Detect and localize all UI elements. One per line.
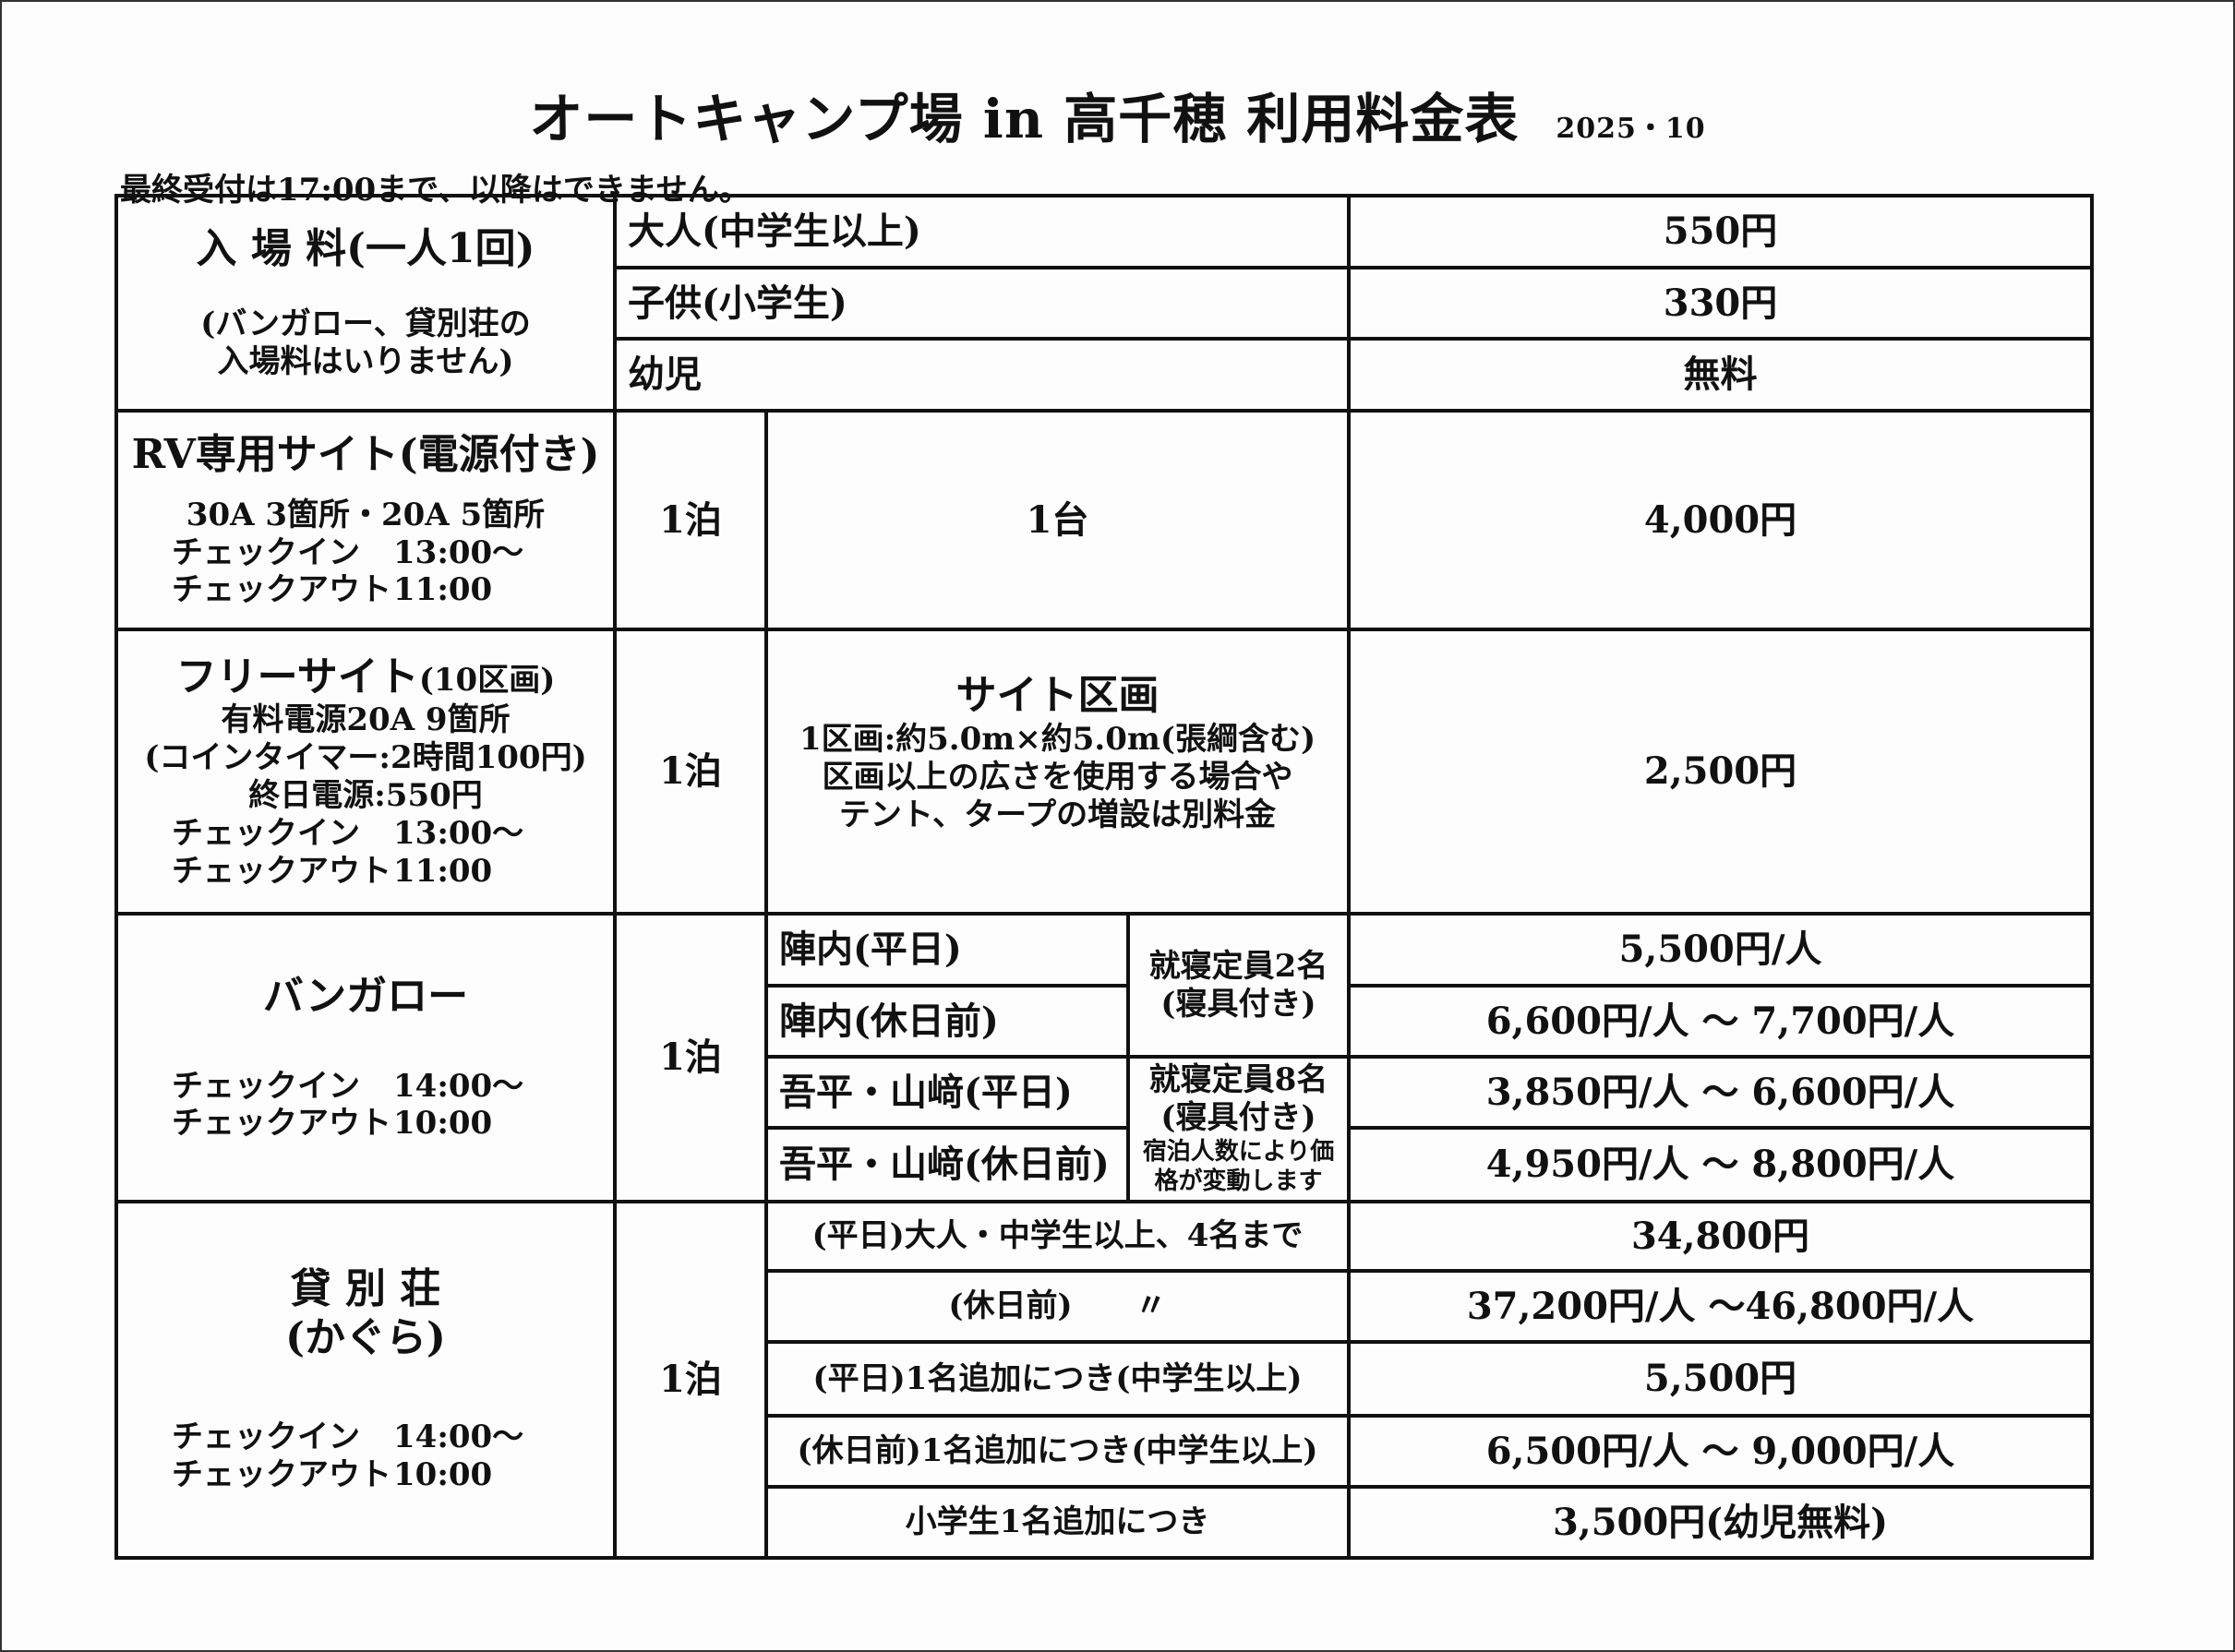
- free-site-header: フリーサイト(10区画) 有料電源20A 9箇所 (コインタイマー:2時間100…: [114, 628, 617, 916]
- entry-infant-price: 無料: [1347, 337, 2095, 413]
- free-checkout-label: チェックアウト: [172, 852, 391, 890]
- free-price: 2,500円: [1347, 628, 2095, 916]
- villa-price: 5,500円: [1347, 1340, 2095, 1418]
- table-row: 小学生1名追加につき 3,500円(幼児無料): [116, 1485, 2095, 1560]
- free-nights: 1泊: [613, 628, 768, 916]
- bungalow-capacity-2: 就寝定員2名 (寝具付き): [1125, 912, 1352, 1059]
- table-row: バンガロー チェックイン 14:00〜 チェックアウト10:00 1泊 陣内(平日…: [114, 912, 2095, 1203]
- table-row: 陣内(休日前) 6,600円/人 〜 7,700円/人: [116, 984, 2095, 1059]
- bungalow-header: バンガロー チェックイン 14:00〜 チェックアウト10:00: [114, 912, 617, 1203]
- villa-price: 3,500円(幼児無料): [1347, 1485, 2095, 1560]
- table-row: (休日前) 〃 37,200円/人 〜46,800円/人: [116, 1269, 2095, 1344]
- bungalow-label: バンガロー: [262, 972, 469, 1020]
- table-row: (休日前)1名追加につき(中学生以上) 6,500円/人 〜 9,000円/人: [116, 1414, 2095, 1489]
- capacity-text: 就寝定員2名: [1148, 947, 1328, 985]
- villa-label: 貸 別 荘: [290, 1265, 441, 1313]
- table-row: RV専用サイト(電源付き) 30A 3箇所・20A 5箇所 チェックイン 13:0…: [114, 409, 2095, 631]
- villa-checkout-label: チェックアウト: [172, 1455, 391, 1493]
- free-checkout: 11:00: [393, 852, 493, 890]
- entry-child-price: 330円: [1347, 266, 2095, 341]
- rv-nights: 1泊: [613, 409, 768, 631]
- entry-sub1: (バンガロー、貸別荘の: [200, 305, 531, 343]
- table-row: 入 場 料(一人1回) (バンガロー、貸別荘の 入場料はいりません) 大人(中学…: [114, 194, 2095, 413]
- bungalow-capacity-8: 就寝定員8名 (寝具付き) 宿泊人数により価 格が変動します: [1125, 1055, 1352, 1203]
- free-site-size: 1区画:約5.0m×約5.0m(張綱含む): [799, 721, 1316, 759]
- page-title: オートキャンプ場 in 高千穂 利用料金表 2025・10: [0, 76, 2235, 153]
- rv-checkin: 13:00〜: [393, 533, 524, 571]
- bungalow-price: 6,600円/人 〜 7,700円/人: [1347, 984, 2095, 1059]
- bungalow-nights: 1泊: [613, 912, 768, 1203]
- entry-infant-label: 幼児: [612, 337, 1352, 413]
- free-site-title: サイト区画: [955, 672, 1160, 720]
- table-row: 貸 別 荘 (かぐら) チェックイン 14:00〜 チェックアウト10:00 1泊…: [114, 1200, 2095, 1560]
- entry-sub2: 入場料はいりません): [217, 342, 514, 380]
- villa-price: 6,500円/人 〜 9,000円/人: [1347, 1414, 2095, 1489]
- free-power: 有料電源20A 9箇所: [221, 701, 511, 739]
- free-site-description: サイト区画 1区画:約5.0m×約5.0m(張綱含む) 区画以上の広さを使用する…: [763, 628, 1352, 916]
- villa-plan: (休日前)1名追加につき(中学生以上): [763, 1414, 1352, 1489]
- villa-checkin-label: チェックイン: [172, 1419, 360, 1455]
- villa-checkin: 14:00〜: [393, 1419, 524, 1455]
- rv-site-header: RV専用サイト(電源付き) 30A 3箇所・20A 5箇所 チェックイン 13:0…: [114, 409, 617, 631]
- rv-checkout: 11:00: [393, 571, 493, 609]
- price-table: 入 場 料(一人1回) (バンガロー、貸別荘の 入場料はいりません) 大人(中学…: [114, 194, 2095, 1560]
- bungalow-price: 3,850円/人 〜 6,600円/人: [1347, 1055, 2095, 1130]
- bungalow-checkin-label: チェックイン: [172, 1067, 360, 1105]
- villa-price: 34,800円: [1347, 1200, 2095, 1273]
- bungalow-name: 陣内(休日前): [764, 984, 1130, 1059]
- revision-date: 2025・10: [1556, 113, 1706, 145]
- table-row: (平日)1名追加につき(中学生以上) 5,500円: [116, 1340, 2095, 1418]
- free-label-sub: (10区画): [418, 661, 556, 699]
- rv-checkout-label: チェックアウト: [172, 571, 391, 609]
- bungalow-checkout-label: チェックアウト: [172, 1105, 391, 1143]
- entry-adult-price: 550円: [1347, 194, 2095, 269]
- bungalow-price: 5,500円/人: [1347, 912, 2095, 988]
- price-varies-text: 格が変動します: [1154, 1167, 1323, 1196]
- free-checkin-label: チェックイン: [172, 814, 360, 852]
- bedding-text: (寝具付き): [1160, 985, 1316, 1023]
- free-label: フリーサイト: [175, 652, 419, 700]
- free-checkin: 13:00〜: [393, 814, 524, 852]
- table-row: フリーサイト(10区画) 有料電源20A 9箇所 (コインタイマー:2時間100…: [114, 628, 2095, 916]
- villa-header: 貸 別 荘 (かぐら) チェックイン 14:00〜 チェックアウト10:00: [114, 1200, 617, 1560]
- villa-plan: (平日)大人・中学生以上、4名まで: [763, 1200, 1352, 1273]
- entry-child-label: 子供(小学生): [612, 266, 1352, 341]
- price-varies-text: 宿泊人数により価: [1142, 1137, 1335, 1166]
- table-row: 吾平・山﨑(平日) 就寝定員8名 (寝具付き) 宿泊人数により価 格が変動します…: [116, 1055, 2095, 1203]
- title-text: オートキャンプ場 in 高千穂 利用料金表: [529, 88, 1520, 150]
- villa-checkout: 10:00: [393, 1455, 493, 1493]
- entry-adult-label: 大人(中学生以上): [612, 194, 1352, 269]
- table-row: 幼児 無料: [116, 337, 2095, 413]
- villa-plan: 小学生1名追加につき: [763, 1485, 1352, 1560]
- capacity-text: 就寝定員8名: [1148, 1061, 1328, 1099]
- bungalow-checkin: 14:00〜: [393, 1067, 524, 1105]
- free-allday-power: 終日電源:550円: [248, 777, 483, 814]
- rv-label: RV専用サイト(電源付き): [131, 430, 600, 478]
- bungalow-price: 4,950円/人 〜 8,800円/人: [1347, 1126, 2095, 1203]
- villa-plan: (休日前) 〃: [763, 1269, 1352, 1344]
- free-coin-timer: (コインタイマー:2時間100円): [144, 739, 587, 777]
- rv-power: 30A 3箇所・20A 5箇所: [186, 496, 546, 533]
- entry-label: 入 場 料(一人1回): [196, 225, 535, 273]
- bungalow-name: 吾平・山﨑(休日前): [764, 1126, 1130, 1203]
- rv-unit: 1台: [763, 409, 1352, 631]
- villa-label-sub: (かぐら): [285, 1314, 446, 1362]
- villa-plan: (平日)1名追加につき(中学生以上): [763, 1340, 1352, 1418]
- free-site-note2: テント、タープの増設は別料金: [838, 796, 1277, 833]
- table-row: 子供(小学生) 330円: [116, 266, 2095, 341]
- bungalow-name: 吾平・山﨑(平日): [764, 1055, 1130, 1130]
- bungalow-name: 陣内(平日): [764, 912, 1130, 988]
- bungalow-checkout: 10:00: [393, 1105, 493, 1143]
- rv-price: 4,000円: [1347, 409, 2095, 631]
- bedding-text: (寝具付き): [1160, 1099, 1316, 1136]
- villa-price: 37,200円/人 〜46,800円/人: [1347, 1269, 2095, 1344]
- rv-checkin-label: チェックイン: [172, 533, 360, 571]
- villa-nights: 1泊: [613, 1200, 768, 1560]
- free-site-note1: 区画以上の広さを使用する場合や: [822, 759, 1293, 796]
- table-row: 吾平・山﨑(休日前) 4,950円/人 〜 8,800円/人: [116, 1126, 2095, 1203]
- entry-fee-header: 入 場 料(一人1回) (バンガロー、貸別荘の 入場料はいりません): [114, 194, 617, 413]
